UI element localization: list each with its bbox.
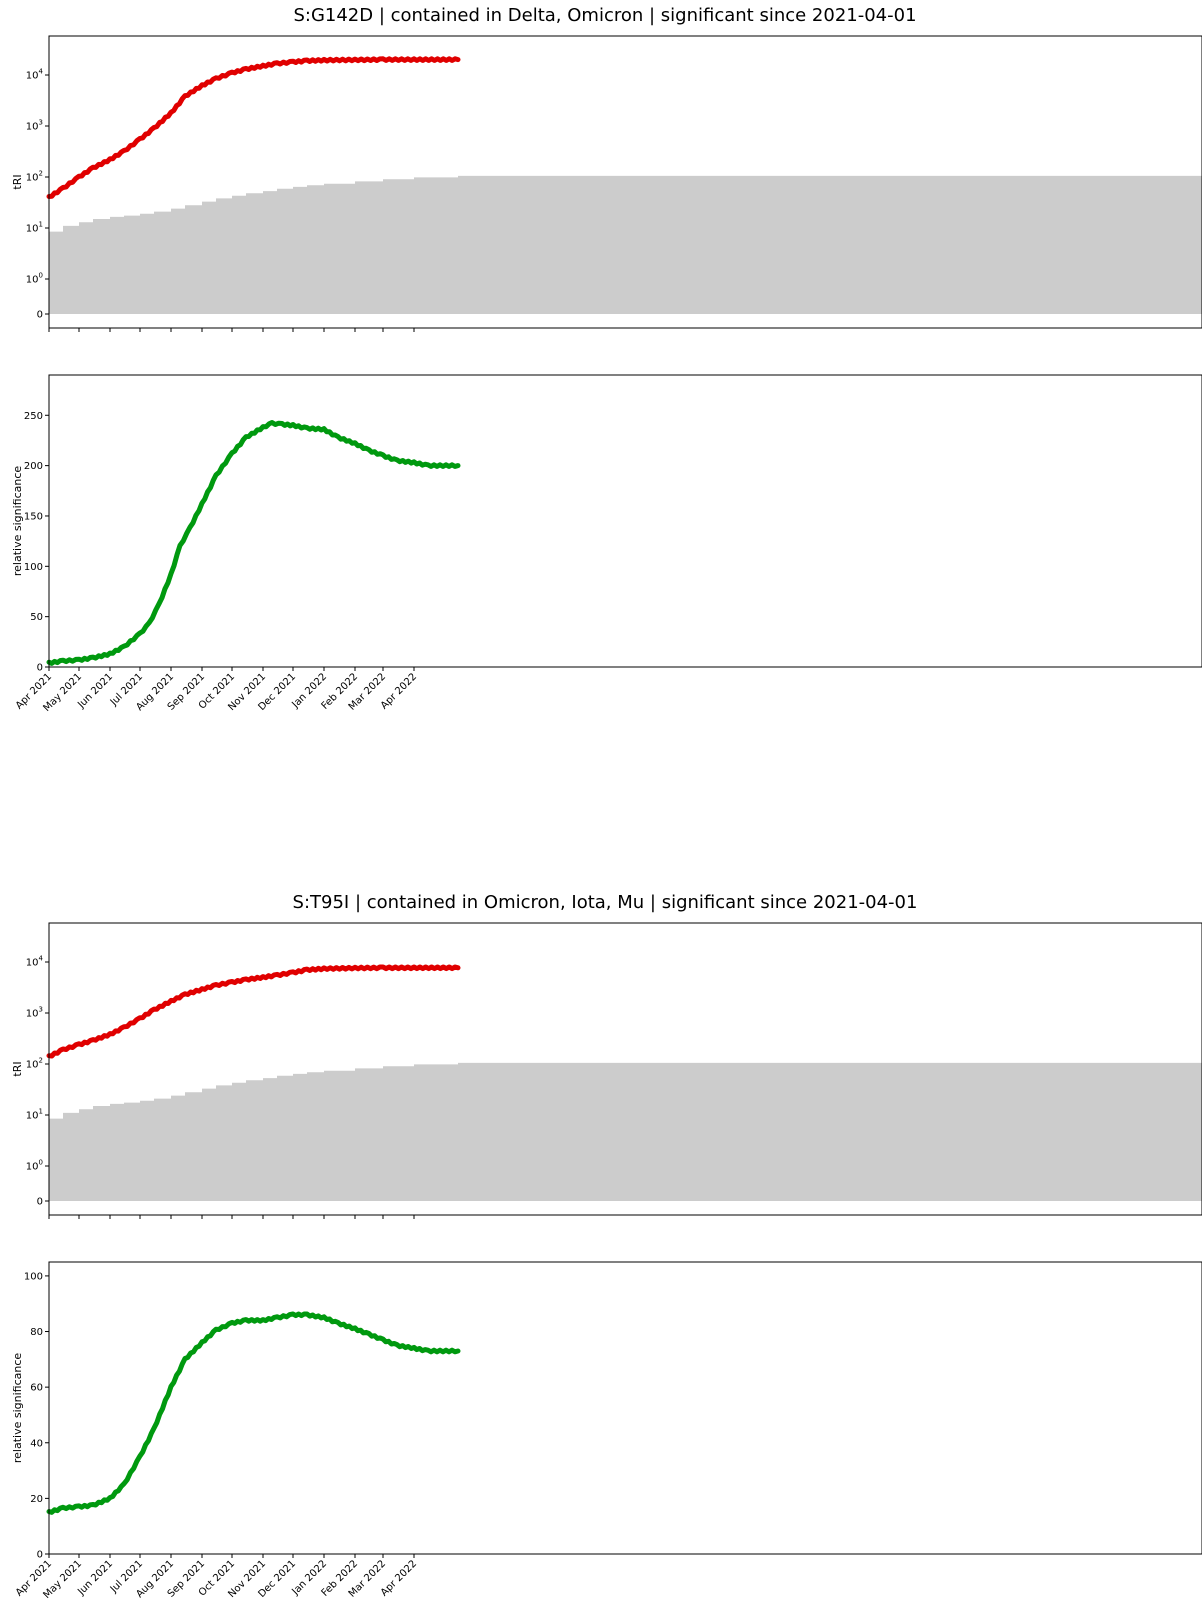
chart-1-tri-ylabel: tRI: [11, 174, 24, 189]
chart-1-significance-ytick-label: 0: [37, 663, 43, 674]
chart-2-tri-yticks: 0 100 101 102 103 104: [26, 955, 49, 1208]
chart-1-significance-ytick-label: 150: [24, 511, 43, 522]
chart-1-tri-ytick-label: 101: [26, 221, 43, 235]
chart-2-significance-line: [46, 1311, 461, 1515]
chart-1-tri-background-area: [49, 175, 1202, 314]
chart-2-significance-ytick-label: 20: [30, 1494, 43, 1505]
chart-2-significance-yticks: 0 20 40 60 80 100: [24, 1271, 49, 1561]
chart-2-tri-ylabel: tRI: [11, 1061, 24, 1076]
chart-2-significance-ylabel: relative significance: [11, 1353, 24, 1464]
chart-1-tri-ytick-label: 100: [26, 272, 43, 286]
chart-1-significance-ytick-label: 100: [24, 562, 43, 573]
chart-1-significance-line: [46, 420, 461, 666]
chart-2-tri-ytick-label: 103: [26, 1006, 43, 1020]
chart-2-tri-panel: 0 100 101 102 103 104 tRI: [11, 922, 1202, 1219]
chart-1-tri-line: [46, 56, 461, 199]
chart-2-significance-ytick-label: 0: [37, 1550, 43, 1561]
chart-2-title: S:T95I | contained in Omicron, Iota, Mu …: [293, 892, 918, 913]
chart-2-significance-frame: [48, 1261, 1202, 1555]
chart-2-significance-ytick-label: 80: [30, 1327, 43, 1338]
chart-1-title: S:G142D | contained in Delta, Omicron | …: [293, 5, 916, 26]
chart-2-tri-frame: [48, 922, 1202, 1216]
chart-2-tri-xticks: [48, 1215, 415, 1219]
chart-1-tri-yticks: 0 100 101 102 103 104: [26, 68, 49, 321]
chart-2-significance-ytick-label: 100: [24, 1271, 43, 1282]
chart-1-tri-frame: [48, 35, 1202, 329]
chart-1-significance-ytick-label: 50: [30, 612, 43, 623]
chart-1-tri-panel: 0 100 101 102 103 104 tRI: [11, 35, 1202, 332]
chart-1-significance-frame: [48, 374, 1202, 668]
chart-1-tri-ytick-label: 0: [37, 310, 43, 321]
chart-1-significance-yticks: 0 50 100 150 200 250: [24, 411, 49, 674]
chart-1-tri-ytick-label: 104: [26, 68, 44, 82]
chart-2-tri-ytick-label: 102: [26, 1057, 43, 1071]
chart-2-tri-background-area: [49, 1062, 1202, 1201]
chart-1-significance-ytick-label: 250: [24, 411, 43, 422]
chart-1-significance-ylabel: relative significance: [11, 466, 24, 577]
chart-1-significance-ytick-label: 200: [24, 461, 43, 472]
chart-2-tri-ytick-label: 0: [37, 1197, 43, 1208]
chart-1-tri-xticks: [48, 328, 415, 332]
chart-2-significance-ytick-label: 60: [30, 1383, 43, 1394]
chart-2-significance-ytick-label: 40: [30, 1438, 43, 1449]
chart-2-tri-ytick-label: 100: [26, 1159, 43, 1173]
chart-1-tri-ytick-label: 103: [26, 119, 43, 133]
chart-2: S:T95I | contained in Omicron, Iota, Mu …: [11, 892, 1202, 1601]
chart-2-tri-line: [46, 964, 461, 1059]
chart-1-tri-ytick-label: 102: [26, 170, 43, 184]
chart-2-tri-ytick-label: 101: [26, 1108, 43, 1122]
chart-1: S:G142D | contained in Delta, Omicron | …: [11, 5, 1202, 714]
chart-2-tri-ytick-label: 104: [26, 955, 44, 969]
